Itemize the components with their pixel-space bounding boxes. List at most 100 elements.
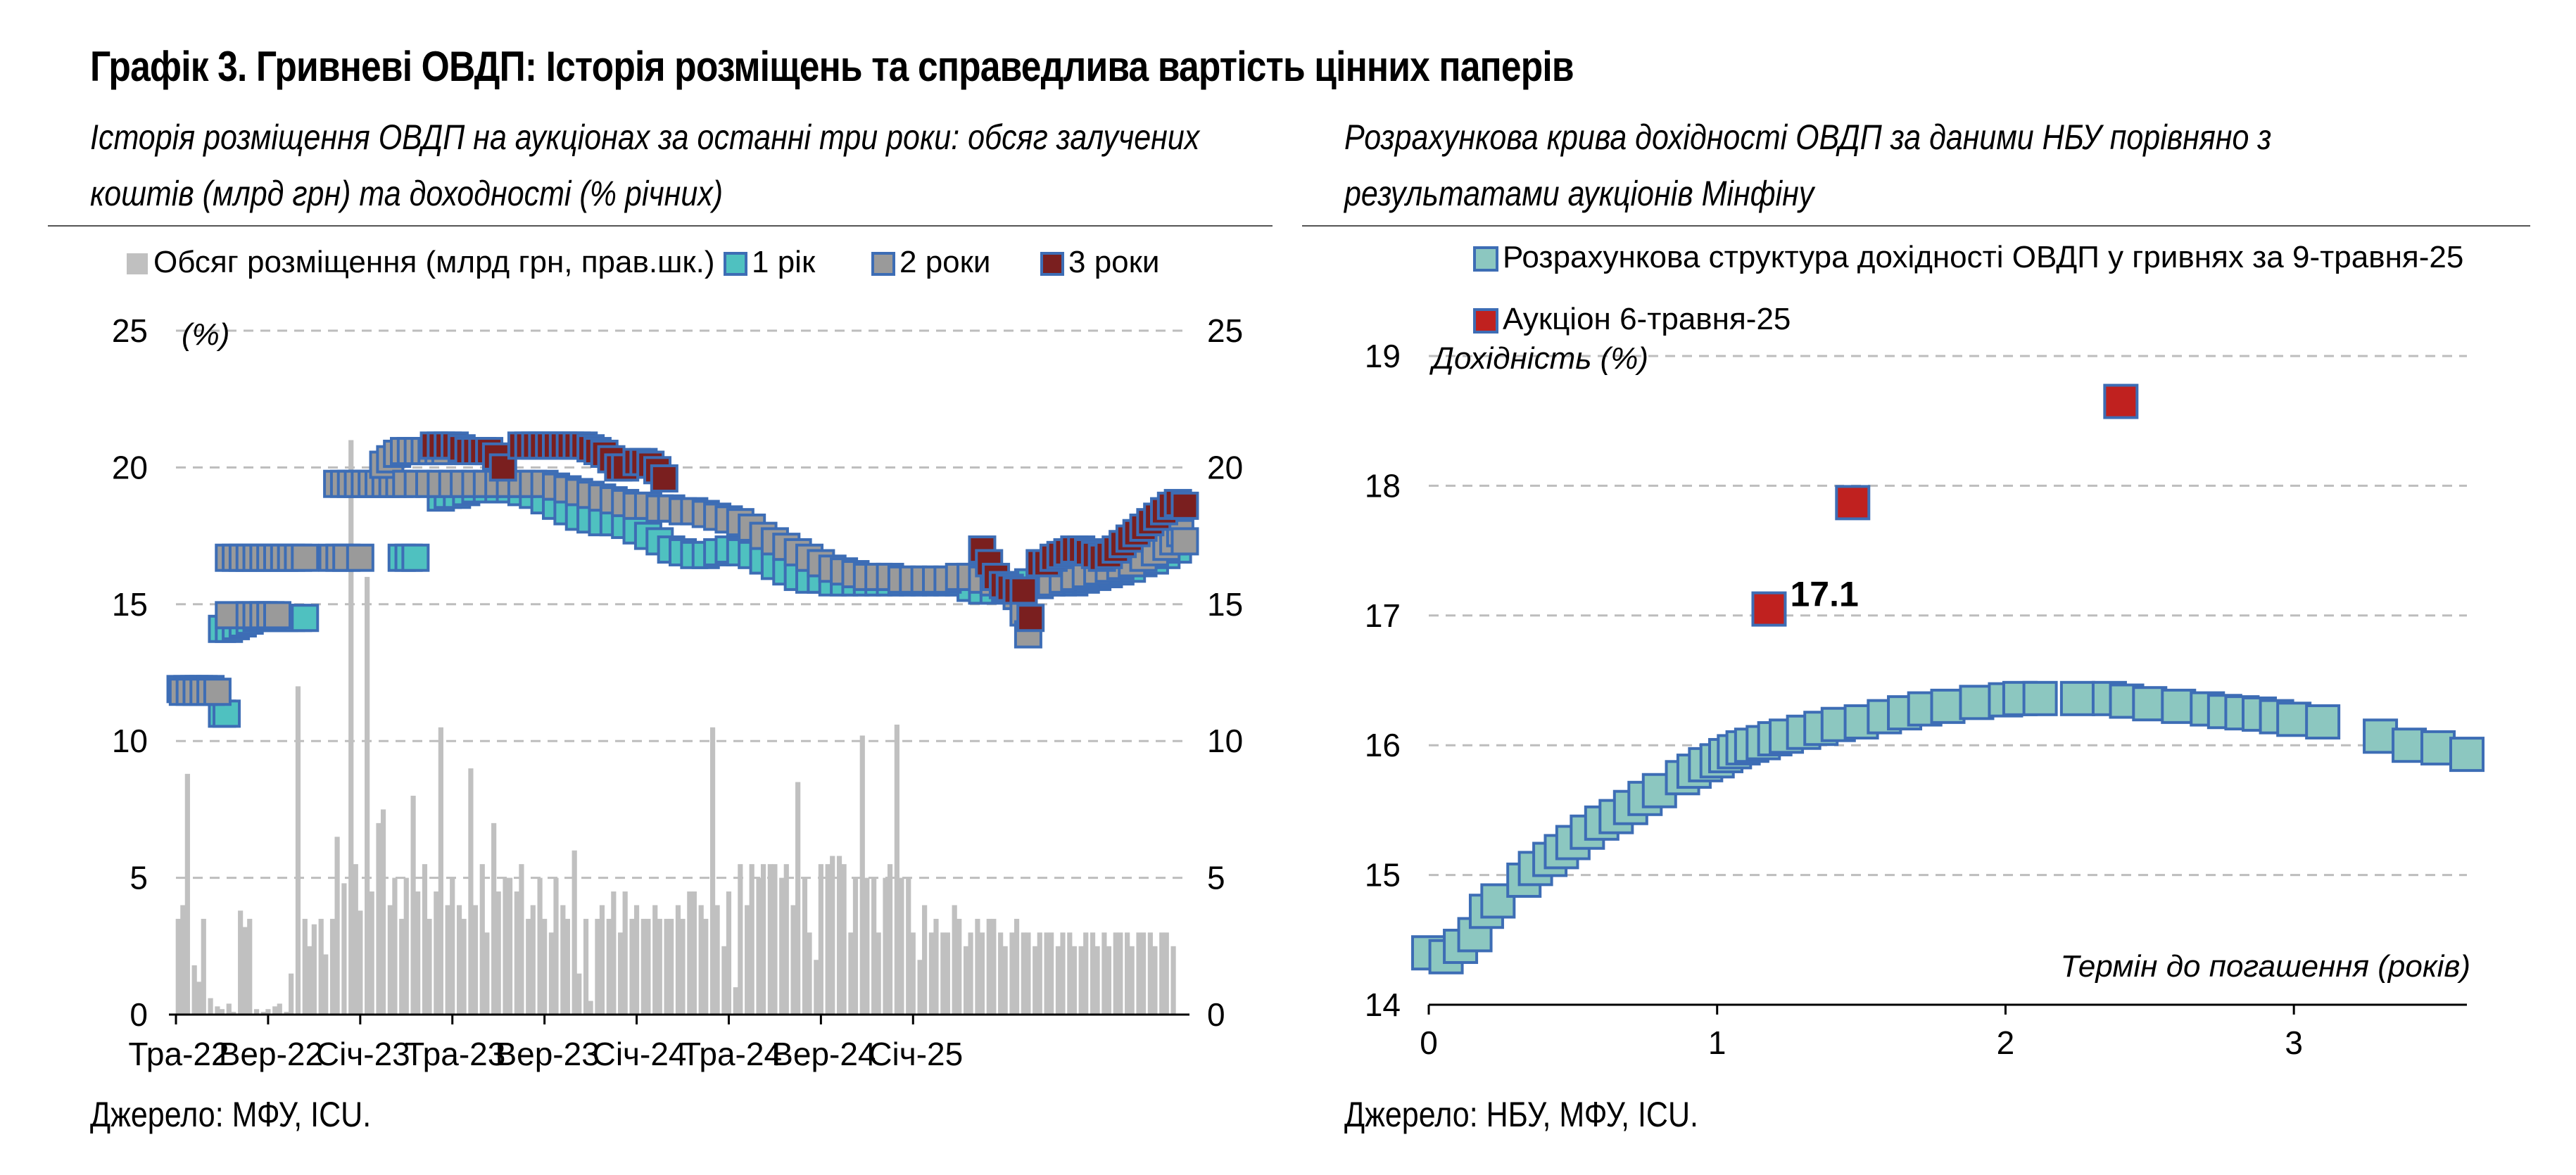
marker-two-year — [263, 601, 291, 630]
volume-bar — [945, 932, 950, 1015]
volume-bar — [175, 918, 181, 1015]
volume-bar — [1113, 932, 1118, 1015]
volume-bar — [807, 932, 812, 1015]
volume-bar — [1037, 932, 1042, 1015]
volume-bar — [599, 905, 605, 1015]
volume-bar — [403, 877, 409, 1015]
volume-bar — [358, 910, 363, 1015]
volume-bar — [825, 864, 831, 1015]
volume-bar — [1159, 932, 1165, 1015]
auction-marker — [1751, 591, 1787, 627]
curve-marker — [1480, 883, 1516, 919]
volume-bar — [564, 918, 570, 1015]
volume-bar — [415, 891, 421, 1015]
volume-bar — [922, 905, 928, 1015]
volume-bar — [952, 905, 957, 1015]
legend-auction-swatch — [1473, 308, 1498, 334]
volume-bar — [975, 918, 980, 1015]
marker-three-year — [1170, 491, 1199, 520]
volume-bar — [184, 773, 190, 1015]
volume-bar — [576, 973, 582, 1015]
volume-bar — [1147, 932, 1153, 1015]
volume-bar — [334, 837, 340, 1015]
right-subtitle: Розрахункова крива дохідності ОВДП за да… — [1344, 109, 2271, 222]
volume-bar — [595, 918, 600, 1015]
volume-bar — [572, 850, 577, 1015]
volume-bar — [380, 809, 386, 1015]
volume-bar — [963, 946, 969, 1015]
left-subtitle: Історія розміщення ОВДП на аукціонах за … — [90, 109, 1199, 222]
volume-bar — [1071, 946, 1077, 1015]
volume-bar — [887, 864, 893, 1015]
y-tick: 16 — [1365, 727, 1401, 763]
left-subtitle-line-2: коштів (млрд грн) та доходності (% річни… — [90, 174, 724, 213]
volume-bar — [323, 954, 329, 1015]
y-tick-right: 20 — [1207, 449, 1243, 485]
volume-bar — [618, 932, 624, 1015]
x-tick-label: Січ-25 — [869, 1036, 963, 1072]
volume-bar — [998, 932, 1004, 1015]
curve-marker — [2449, 737, 2485, 773]
volume-bar — [1118, 932, 1123, 1015]
volume-bar — [675, 905, 681, 1015]
volume-bar — [1025, 932, 1031, 1015]
marker-one-year — [291, 604, 320, 633]
volume-bar — [537, 877, 543, 1015]
volume-bar — [1140, 932, 1147, 1015]
volume-bar — [553, 877, 559, 1015]
volume-bar — [427, 918, 432, 1015]
volume-bar — [226, 1003, 232, 1015]
y-tick-left: 0 — [130, 996, 148, 1033]
legend-curve: Розрахункова структура дохідності ОВДП у… — [1503, 240, 2463, 274]
marker-three-year — [650, 464, 678, 493]
volume-bar — [530, 905, 536, 1015]
volume-bar — [795, 782, 801, 1015]
legend-volume-swatch — [127, 253, 148, 274]
y-axis-label: (%) — [182, 317, 229, 352]
y-tick-left: 5 — [130, 860, 148, 896]
volume-bar — [392, 877, 398, 1015]
volume-bar — [422, 864, 428, 1015]
y-tick: 14 — [1365, 986, 1401, 1023]
volume-bar — [1049, 932, 1054, 1015]
legend-curve-swatch — [1473, 246, 1498, 272]
volume-bar — [353, 864, 358, 1015]
volume-bar — [1055, 946, 1061, 1015]
volume-bar — [745, 905, 750, 1015]
volume-bar — [247, 918, 253, 1015]
volume-bar — [376, 823, 381, 1015]
marker-two-year — [1170, 527, 1199, 556]
curve-marker — [2392, 728, 2427, 763]
volume-bar — [640, 918, 646, 1015]
auction-marker — [2103, 383, 2139, 419]
volume-bar — [1044, 932, 1049, 1015]
volume-bar — [450, 877, 455, 1015]
x-tick-label: 1 — [1708, 1024, 1726, 1061]
volume-bar — [560, 905, 566, 1015]
volume-bar — [772, 864, 778, 1015]
volume-bar — [1125, 932, 1130, 1015]
curve-marker — [2420, 730, 2456, 766]
volume-bar — [1033, 946, 1038, 1015]
volume-bar — [709, 727, 716, 1015]
volume-bar — [542, 918, 548, 1015]
volume-bar — [507, 877, 513, 1015]
right-subtitle-line-1: Розрахункова крива дохідності ОВДП за да… — [1344, 118, 2272, 157]
volume-bar — [818, 864, 823, 1015]
volume-bar — [434, 891, 439, 1015]
curve-marker — [2022, 680, 2058, 716]
figure-title: Графік 3. Гривневі ОВДП: Історія розміще… — [90, 43, 1574, 90]
volume-bar — [265, 1009, 271, 1015]
y-tick: 15 — [1365, 857, 1401, 894]
volume-bar — [1090, 932, 1096, 1015]
volume-bar — [1170, 946, 1176, 1015]
volume-bar — [979, 932, 985, 1015]
volume-bar — [645, 918, 651, 1015]
volume-bar — [606, 918, 612, 1015]
volume-bar — [968, 932, 973, 1015]
volume-bar — [899, 877, 904, 1015]
volume-bar — [790, 905, 796, 1015]
volume-bar — [242, 927, 248, 1015]
volume-bar — [348, 440, 354, 1015]
y-tick-left: 15 — [112, 586, 148, 623]
